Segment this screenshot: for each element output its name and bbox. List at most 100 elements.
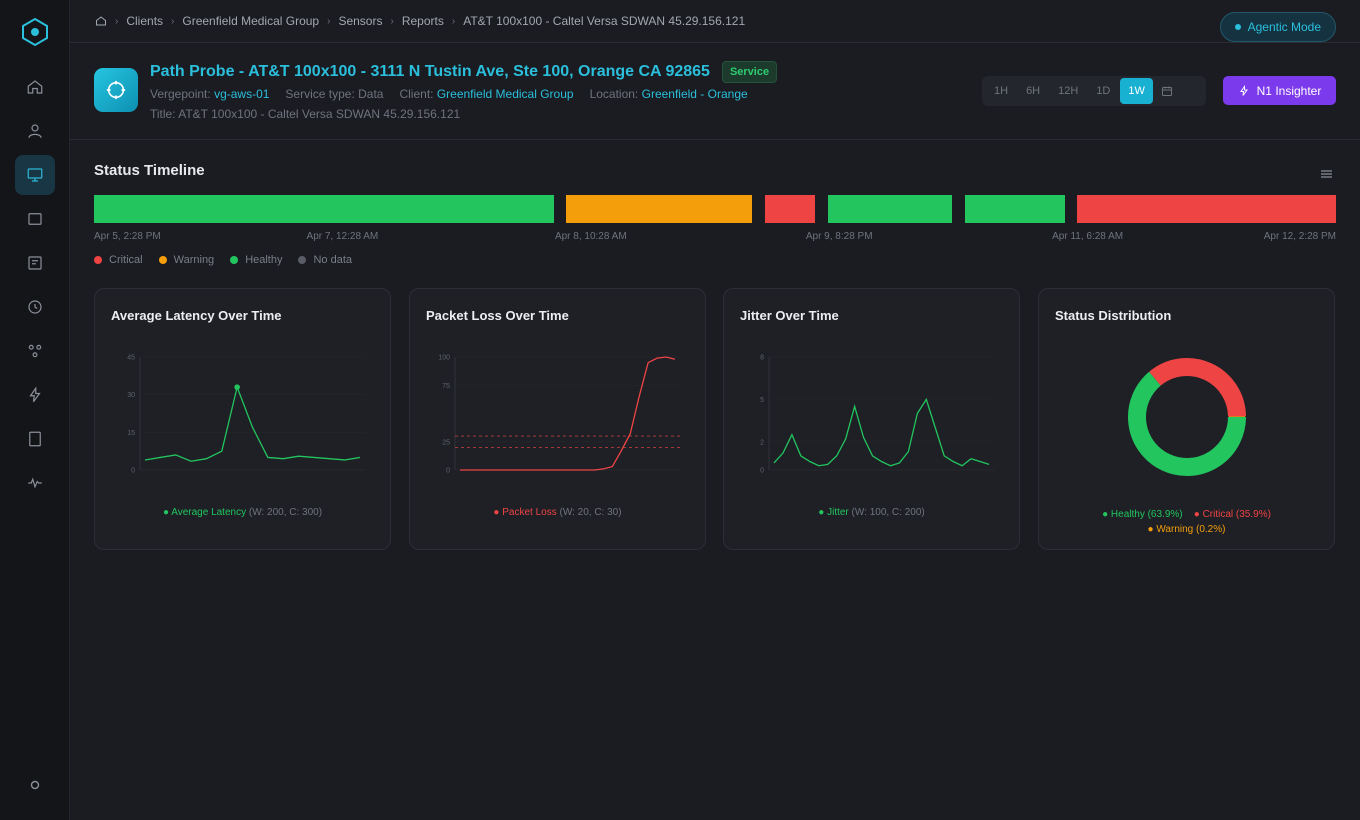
y-tick-label: 8 xyxy=(760,355,764,362)
settings-dot-icon[interactable] xyxy=(0,780,69,790)
bolt-icon xyxy=(1239,84,1248,96)
nav-document-icon[interactable] xyxy=(15,419,55,459)
series-label: ● Average Latency xyxy=(162,507,247,518)
breadcrumb-separator: › xyxy=(171,15,175,27)
nav-bolt-icon[interactable] xyxy=(15,375,55,415)
series-label: ● Jitter xyxy=(818,507,849,518)
breadcrumb-current: AT&T 100x100 - Caltel Versa SDWAN 45.29.… xyxy=(463,14,746,28)
jitter-chart: 0 2 5 8 xyxy=(760,355,994,475)
nav-monitor-icon[interactable] xyxy=(14,155,55,195)
y-tick-label: 45 xyxy=(127,355,135,362)
timeline-segment-healthy[interactable] xyxy=(828,195,953,223)
y-tick-label: 2 xyxy=(760,439,764,446)
status-distribution-card: Status Distribution ● Healthy (63.9%) ● … xyxy=(1038,288,1335,550)
legend-no-data[interactable]: No data xyxy=(298,254,352,266)
y-tick-label: 0 xyxy=(760,468,764,475)
timeline-tick: Apr 5, 2:28 PM xyxy=(94,231,161,242)
timeline-segment-healthy[interactable] xyxy=(964,195,1065,223)
range-1h[interactable]: 1H xyxy=(994,85,1009,97)
calendar-icon[interactable] xyxy=(1161,85,1173,97)
client-meta: Client: Greenfield Medical Group xyxy=(399,87,573,101)
nav-user-icon[interactable] xyxy=(15,111,55,151)
page-header: Path Probe - AT&T 100x100 - 3111 N Tusti… xyxy=(70,43,1360,140)
breadcrumb-sensors[interactable]: Sensors xyxy=(338,14,383,28)
vergepoint-link[interactable]: vg-aws-01 xyxy=(214,87,270,101)
peak-point[interactable] xyxy=(234,384,240,390)
location-link[interactable]: Greenfield - Orange xyxy=(641,87,748,101)
range-12h[interactable]: 12H xyxy=(1058,85,1079,97)
breadcrumb-separator: › xyxy=(327,15,331,27)
packet-loss-legend: ● Packet Loss (W: 20, C: 30) xyxy=(410,507,705,518)
nav-topology-icon[interactable] xyxy=(15,331,55,371)
legend-healthy[interactable]: Healthy xyxy=(230,254,282,266)
menu-icon[interactable] xyxy=(1321,166,1332,184)
legend-critical: ● Critical (35.9%) xyxy=(1193,509,1271,520)
nav-reports-icon[interactable] xyxy=(15,243,55,283)
range-1d[interactable]: 1D xyxy=(1096,85,1111,97)
client-link[interactable]: Greenfield Medical Group xyxy=(436,87,574,101)
timeline-segment-critical[interactable] xyxy=(1077,195,1336,223)
legend-label: Critical xyxy=(109,254,143,266)
packet-loss-card: Packet Loss Over Time 0 25 75 100 ● Packet … xyxy=(409,288,706,550)
card-title: Jitter Over Time xyxy=(740,308,839,323)
latency-chart: 0 15 30 45 xyxy=(127,355,365,475)
card-title: Average Latency Over Time xyxy=(111,308,282,323)
legend-dot xyxy=(230,256,239,264)
status-donut-chart xyxy=(1128,358,1246,476)
legend-dot xyxy=(298,256,307,264)
service-badge: Service xyxy=(721,61,778,83)
breadcrumb-separator: › xyxy=(115,15,119,27)
range-1w[interactable]: 1W xyxy=(1120,78,1153,104)
legend-warning[interactable]: Warning xyxy=(158,254,215,266)
probe-crosshair-icon xyxy=(94,68,138,112)
agentic-status-dot xyxy=(1234,24,1241,30)
timeline-tick: Apr 7, 12:28 AM xyxy=(306,231,379,242)
location-meta: Location: Greenfield - Orange xyxy=(590,87,748,101)
breadcrumb-client[interactable]: Greenfield Medical Group xyxy=(182,14,320,28)
series-name: Packet Loss xyxy=(502,507,557,518)
timeline-segment-critical[interactable] xyxy=(765,195,815,223)
nav-clock-icon[interactable] xyxy=(15,287,55,327)
app-logo-icon[interactable] xyxy=(20,17,50,47)
sidebar-nav xyxy=(14,67,55,507)
location-label: Location: xyxy=(589,87,639,101)
legend-warning: ● Warning (0.2%) xyxy=(1147,524,1226,535)
card-title: Packet Loss Over Time xyxy=(426,308,569,323)
nav-pulse-icon[interactable] xyxy=(15,463,55,503)
timeline-legend: Critical Warning Healthy No data xyxy=(94,254,352,266)
threshold-label: (W: 200, C: 300) xyxy=(248,507,323,518)
client-label: Client: xyxy=(399,87,434,101)
series-name: Average Latency xyxy=(171,507,247,518)
range-6h[interactable]: 6H xyxy=(1026,85,1041,97)
nav-window-icon[interactable] xyxy=(15,199,55,239)
home-icon[interactable] xyxy=(95,15,107,27)
legend-dot xyxy=(94,256,102,264)
legend-label: Warning xyxy=(173,254,215,266)
agentic-mode-button[interactable]: Agentic Mode xyxy=(1219,12,1336,42)
series-line[interactable] xyxy=(460,356,676,471)
n1-insighter-button[interactable]: N1 Insighter xyxy=(1223,76,1336,105)
nav-home-icon[interactable] xyxy=(15,67,55,107)
sidebar xyxy=(0,0,70,820)
y-tick-label: 0 xyxy=(446,468,450,475)
series-name: Jitter xyxy=(827,507,849,518)
insighter-label: N1 Insighter xyxy=(1256,83,1322,98)
series-line[interactable] xyxy=(144,384,361,462)
legend-critical[interactable]: Critical xyxy=(94,254,143,266)
legend-label: Healthy (63.9%) xyxy=(1110,509,1183,520)
breadcrumb-clients[interactable]: Clients xyxy=(126,14,164,28)
vergepoint-label: Vergepoint: xyxy=(150,87,211,101)
threshold-label: (W: 100, C: 200) xyxy=(851,507,925,518)
breadcrumb-reports[interactable]: Reports xyxy=(401,14,444,28)
y-tick-label: 75 xyxy=(442,383,450,390)
timeline-segment-healthy[interactable] xyxy=(94,195,555,223)
series-line[interactable] xyxy=(773,397,990,467)
donut-slice-critical[interactable] xyxy=(1149,358,1246,417)
jitter-legend: ● Jitter (W: 100, C: 200) xyxy=(724,507,1019,518)
timeline-segment-warning[interactable] xyxy=(565,195,753,223)
packet-loss-chart: 0 25 75 100 xyxy=(438,355,680,475)
y-tick-label: 100 xyxy=(438,355,450,362)
y-tick-label: 5 xyxy=(760,397,764,404)
timeline-tick: Apr 12, 2:28 PM xyxy=(1263,231,1336,242)
donut-slice-healthy[interactable] xyxy=(1128,371,1246,476)
